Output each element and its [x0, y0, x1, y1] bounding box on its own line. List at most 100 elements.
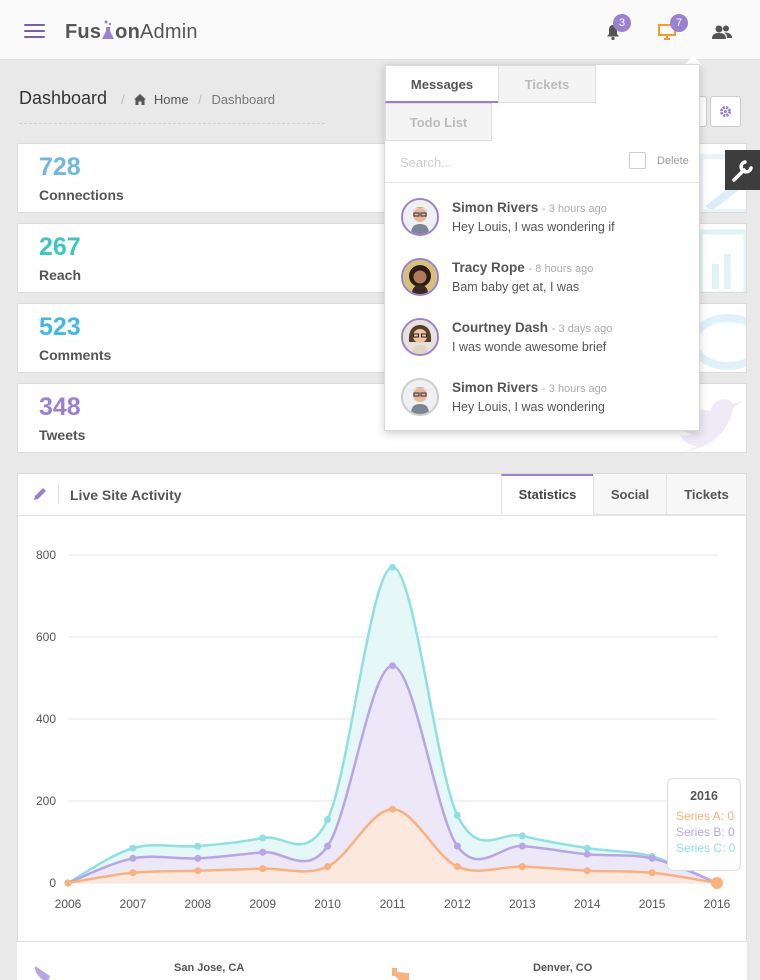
page-header: Dashboard / Home / Dashboard: [19, 88, 325, 124]
x-tick-label: 2011: [380, 897, 406, 911]
data-point: [324, 842, 332, 850]
y-tick-label: 200: [36, 794, 56, 808]
theme-settings-button[interactable]: [725, 150, 760, 190]
series-area: [68, 809, 717, 883]
x-tick-label: 2016: [704, 897, 731, 911]
message-time: - 3 hours ago: [542, 203, 607, 215]
tab-tickets[interactable]: Tickets: [666, 474, 746, 515]
message-time: - 8 hours ago: [528, 263, 594, 275]
data-point: [194, 854, 202, 862]
x-tick-label: 2014: [574, 897, 601, 911]
home-icon[interactable]: [134, 94, 147, 105]
settings-button[interactable]: [710, 96, 741, 127]
data-point: [389, 805, 396, 813]
x-tick-label: 2012: [444, 897, 471, 911]
message-sender: Courtney Dash: [452, 320, 549, 335]
message-item[interactable]: Simon Rivers - 3 hours ago Hey Louis, I …: [385, 197, 699, 257]
menu-toggle-icon[interactable]: [24, 24, 45, 38]
data-point: [453, 811, 461, 819]
breadcrumb-home[interactable]: Home: [153, 92, 189, 107]
users-icon: [712, 25, 732, 39]
data-point: [453, 842, 461, 850]
tab-todo-list[interactable]: Todo List: [385, 103, 492, 141]
data-point: [324, 815, 332, 823]
stat-value: 523: [39, 313, 81, 341]
phone-icon: [34, 966, 50, 980]
avatar: [401, 258, 439, 296]
bar-chart-watermark-icon: [698, 229, 746, 292]
stat-value: 348: [39, 393, 81, 421]
data-point: [324, 863, 332, 871]
message-sender: Tracy Rope: [452, 260, 525, 275]
notifications-button[interactable]: 3: [605, 14, 631, 45]
x-tick-label: 2010: [314, 897, 341, 911]
highlighted-point: [711, 877, 723, 889]
data-point: [389, 662, 396, 670]
delete-label: Delete: [657, 155, 689, 167]
data-point: [518, 842, 526, 850]
message-time: - 3 hours ago: [542, 383, 607, 395]
x-tick-label: 2015: [639, 897, 666, 911]
stat-label: Reach: [39, 267, 82, 283]
data-point: [194, 867, 202, 875]
x-tick-label: 2009: [249, 897, 276, 911]
chart-tooltip: 2016 Series A: 0 Series B: 0 Series C: 0: [667, 778, 741, 871]
data-point: [64, 879, 72, 887]
y-tick-label: 400: [36, 712, 56, 726]
avatar: [401, 318, 439, 356]
location-city: Denver, CO: [533, 962, 593, 974]
data-point: [129, 869, 137, 877]
tooltip-year: 2016: [690, 789, 718, 803]
users-button[interactable]: [711, 24, 733, 45]
stat-label: Connections: [39, 187, 124, 203]
data-point: [453, 863, 461, 871]
data-point: [518, 832, 526, 840]
monitor-badge: 7: [670, 14, 688, 32]
message-search-input[interactable]: Search...: [400, 155, 453, 170]
tab-messages[interactable]: Messages: [385, 65, 499, 103]
breadcrumb: / Home / Dashboard: [121, 92, 276, 107]
panel-title: Live Site Activity: [70, 487, 182, 503]
tab-statistics[interactable]: Statistics: [501, 474, 593, 515]
data-point: [129, 854, 137, 862]
app-logo[interactable]: Fus onAdmin: [65, 20, 198, 43]
data-point: [518, 863, 526, 871]
avatar: [401, 198, 439, 236]
message-item[interactable]: Courtney Dash - 3 days ago I was wonde a…: [385, 317, 699, 377]
data-point: [194, 842, 202, 850]
texas-icon: [392, 968, 409, 980]
message-sender: Simon Rivers: [452, 380, 539, 395]
breadcrumb-current: Dashboard: [211, 92, 276, 107]
y-tick-label: 600: [36, 630, 56, 644]
message-item[interactable]: Simon Rivers - 3 hours ago Hey Louis, I …: [385, 377, 699, 437]
stat-value: 728: [39, 153, 81, 181]
tooltip-series-c: Series C: 0: [676, 841, 736, 855]
monitor-button[interactable]: 7: [658, 14, 688, 45]
message-item[interactable]: Tracy Rope - 8 hours ago Bam baby get at…: [385, 257, 699, 317]
flask-icon: [101, 20, 115, 39]
tab-tickets-dropdown[interactable]: Tickets: [498, 65, 596, 103]
message-time: - 3 days ago: [551, 323, 613, 335]
tooltip-series-b: Series B: 0: [676, 825, 735, 839]
data-point: [259, 865, 267, 873]
tab-social[interactable]: Social: [593, 474, 666, 515]
message-text: Hey Louis, I was wondering if: [452, 220, 615, 234]
location-city: San Jose, CA: [174, 962, 245, 974]
pencil-icon: [34, 488, 46, 500]
data-point: [259, 848, 267, 856]
messages-dropdown: Messages Tickets Todo List Search... Del…: [384, 64, 700, 431]
locations-footer: San Jose, CA Denver, CO: [17, 941, 747, 980]
data-point: [583, 867, 591, 875]
x-tick-label: 2007: [120, 897, 147, 911]
data-point: [259, 834, 267, 842]
y-tick-label: 800: [36, 548, 56, 562]
x-tick-label: 2013: [509, 897, 536, 911]
notifications-badge: 3: [613, 14, 631, 32]
data-point: [129, 844, 137, 852]
wrench-icon: [732, 160, 753, 182]
message-text: Bam baby get at, I was: [452, 280, 580, 294]
stat-value: 267: [39, 233, 81, 261]
delete-checkbox[interactable]: [629, 152, 646, 169]
data-point: [648, 854, 656, 862]
